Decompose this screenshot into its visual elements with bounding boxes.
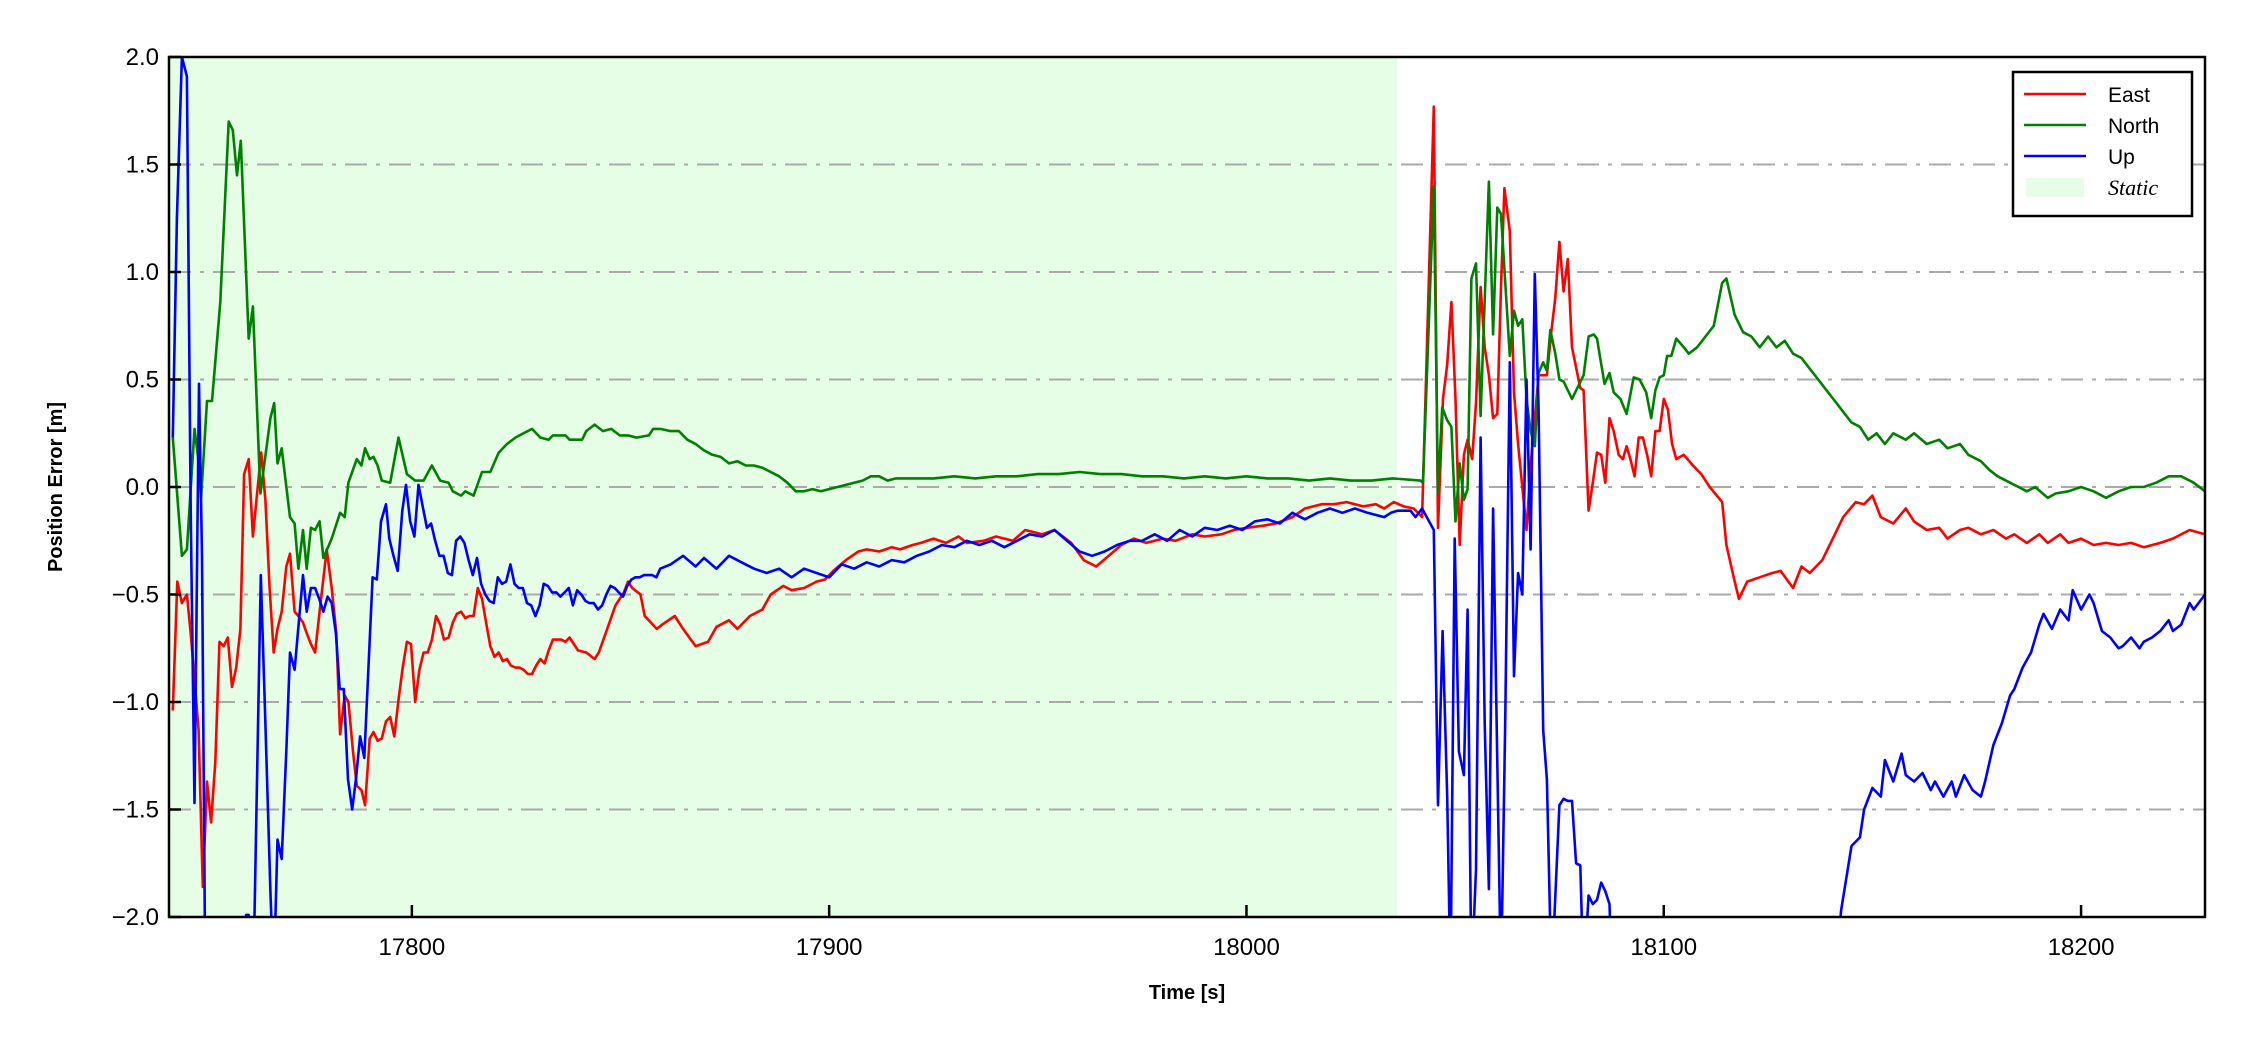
y-tick-label: 2.0 [126, 44, 159, 71]
series-line-east [171, 105, 2205, 889]
legend-east-label: East [2108, 84, 2150, 107]
gridlines [169, 163, 2205, 811]
series-line-up [171, 57, 2205, 917]
x-tick-label: 18200 [2048, 934, 2115, 961]
y-axis-label: Position Error [m] [45, 402, 67, 572]
legend-up-label: Up [2108, 146, 2135, 169]
y-tick-label: 1.5 [126, 152, 159, 179]
series-line-north [171, 120, 2205, 570]
legend-north-label: North [2108, 115, 2159, 138]
x-axis-label: Time [s] [1149, 982, 1225, 1004]
axis-ticks: 17800 17900 18000 18100 18200 −2.0 −1.5 −1.0 −0.… [112, 44, 2115, 961]
x-tick-label: 18100 [1630, 934, 1697, 961]
x-tick-label: 17800 [378, 934, 445, 961]
y-tick-label: 1.0 [126, 259, 159, 286]
y-tick-label: −1.0 [112, 689, 159, 716]
legend: East North Up Static [2011, 70, 2194, 218]
y-tick-label: −0.5 [112, 582, 159, 609]
x-tick-label: 18000 [1213, 934, 1280, 961]
x-tick-label: 17900 [796, 934, 863, 961]
legend-static-label: Static [2108, 175, 2158, 200]
y-tick-label: 0.5 [126, 367, 159, 394]
y-tick-label: 0.0 [126, 474, 159, 501]
y-tick-label: −2.0 [112, 904, 159, 931]
legend-static-patch [2026, 178, 2084, 197]
series-layer [171, 57, 2205, 917]
y-tick-label: −1.5 [112, 797, 159, 824]
